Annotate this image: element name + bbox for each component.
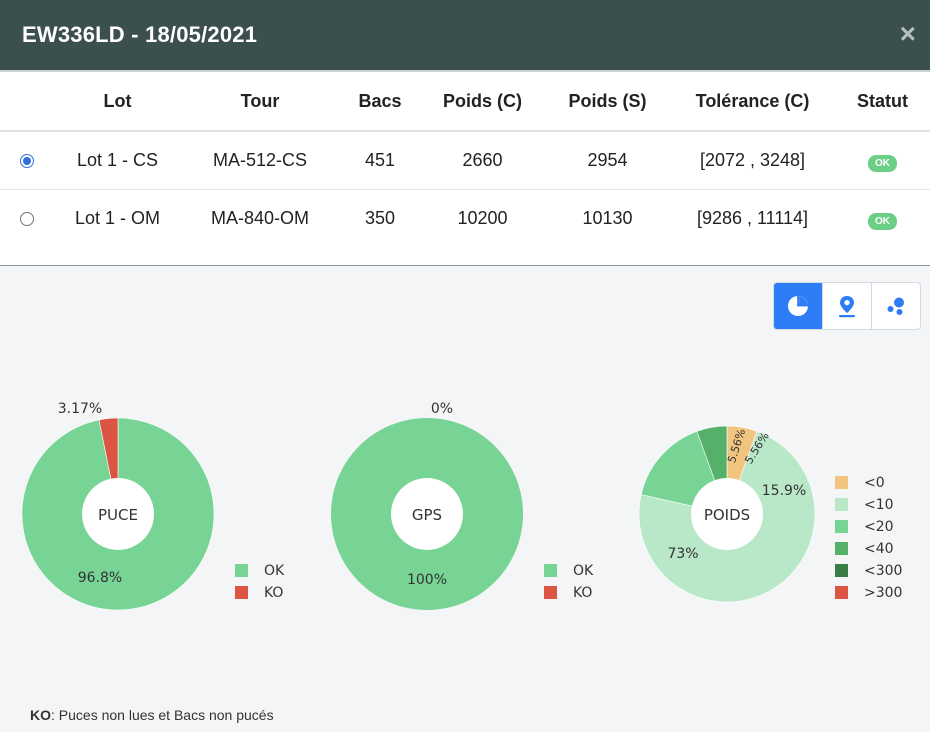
legend-swatch <box>835 476 848 489</box>
cell-poids-c: 10200 <box>457 208 508 228</box>
chart-center-title: POIDS <box>704 506 750 524</box>
map-marker-icon <box>839 296 855 318</box>
cell-bacs: 350 <box>364 208 396 228</box>
legend-swatch <box>835 564 848 577</box>
footnote-text: : Puces non lues et Bacs non pucés <box>51 707 274 723</box>
bubble-view-button[interactable] <box>871 283 920 329</box>
cell-statut: OK <box>835 131 930 190</box>
table-header-row: Lot Tour Bacs Poids (C) Poids (S) Toléra… <box>0 72 930 132</box>
chart-center-title: GPS <box>412 506 442 524</box>
legend-swatch <box>544 586 557 599</box>
lots-table: Lot Tour Bacs Poids (C) Poids (S) Toléra… <box>0 72 930 247</box>
header-poids-c[interactable]: Poids (C) <box>420 72 545 132</box>
modal-title: EW336LD - 18/05/2021 <box>22 22 258 47</box>
header-tour[interactable]: Tour <box>180 72 340 132</box>
slice-label: 100% <box>407 572 447 588</box>
cell-lot: Lot 1 - OM <box>74 208 161 228</box>
header-select <box>0 72 55 132</box>
cell-bacs: 451 <box>340 131 420 190</box>
lots-table-container: Lot Tour Bacs Poids (C) Poids (S) Toléra… <box>0 72 930 266</box>
table-row[interactable]: Lot 1 - CS MA-512-CS 451 2660 2954 [2072… <box>0 131 930 190</box>
donut-hole <box>691 478 763 550</box>
legend-swatch <box>835 520 848 533</box>
slice-label: 3.17% <box>58 401 102 417</box>
legend-label: <300 <box>864 563 902 579</box>
cell-tour: MA-512-CS <box>180 131 340 190</box>
status-badge: OK <box>868 212 897 230</box>
table-row[interactable]: Lot 1 - OM MA-840-OM 350 10200 10130 [92… <box>0 190 930 248</box>
charts-area: PUCE GPS POIDS96.8%3.17%100%0%5.56%73%15.9… <box>21 401 902 611</box>
status-badge: OK <box>868 154 897 172</box>
map-view-button[interactable] <box>822 283 871 329</box>
slice-label: 15.9% <box>762 483 806 499</box>
legend-label: OK <box>573 563 594 579</box>
row-radio[interactable] <box>20 154 34 169</box>
pie-view-button[interactable] <box>774 283 822 329</box>
header-tolerance[interactable]: Tolérance (C) <box>670 72 835 132</box>
cell-tour: MA-840-OM <box>210 208 309 228</box>
close-button[interactable]: × <box>899 18 916 49</box>
footnote: KO: Puces non lues et Bacs non pucés <box>30 707 274 723</box>
cell-tolerance: [9286 , 11114] <box>696 208 809 228</box>
header-lot[interactable]: Lot <box>55 72 180 132</box>
legend-label: <0 <box>864 475 885 491</box>
slice-label: 0% <box>431 401 453 417</box>
header-bacs[interactable]: Bacs <box>340 72 420 132</box>
header-poids-s[interactable]: Poids (S) <box>545 72 670 132</box>
legend-label: KO <box>573 585 592 601</box>
legend-label: >300 <box>864 585 902 601</box>
cell-poids-s: 10130 <box>582 208 633 228</box>
cell-tolerance: [2072 , 3248] <box>670 131 835 190</box>
legend-swatch <box>835 498 848 511</box>
row-radio[interactable] <box>20 212 34 227</box>
pie-chart-icon <box>788 295 809 316</box>
legend-label: KO <box>264 585 283 601</box>
cell-poids-s: 2954 <box>545 131 670 190</box>
header-statut[interactable]: Statut <box>835 72 930 132</box>
cell-lot: Lot 1 - CS <box>55 131 180 190</box>
chart-center-title: PUCE <box>98 506 138 524</box>
slice-label: 73% <box>667 546 698 562</box>
cell-poids-c: 2660 <box>420 131 545 190</box>
legend-swatch <box>235 586 248 599</box>
legend-label: <20 <box>864 519 894 535</box>
legend-label: OK <box>264 563 285 579</box>
cell-statut: OK <box>835 190 930 248</box>
legend-label: <40 <box>864 541 894 557</box>
legend-swatch <box>835 586 848 599</box>
footnote-bold: KO <box>30 707 51 723</box>
legend-label: <10 <box>864 497 894 513</box>
legend-swatch <box>235 564 248 577</box>
donut-hole <box>82 478 154 550</box>
view-toggle-group <box>773 282 921 330</box>
donut-hole <box>391 478 463 550</box>
legend-swatch <box>544 564 557 577</box>
legend-swatch <box>835 542 848 555</box>
slice-label: 96.8% <box>78 570 122 586</box>
modal-header: EW336LD - 18/05/2021 × <box>0 0 930 72</box>
bubbles-icon <box>887 297 904 315</box>
